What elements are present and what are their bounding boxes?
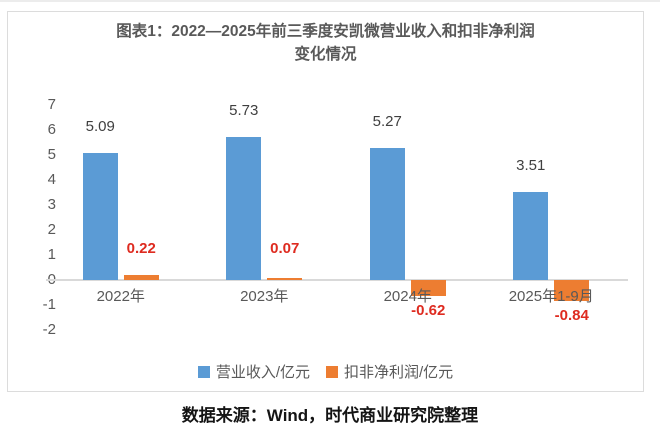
chart-legend: 营业收入/亿元 扣非净利润/亿元	[8, 361, 643, 382]
legend-swatch-icon	[326, 365, 338, 378]
category-label-2022年: 2022年	[96, 288, 145, 305]
legend-item: 营业收入/亿元	[197, 361, 310, 382]
y-axis-tick-label: 5	[47, 146, 56, 163]
page-top-divider	[0, 0, 660, 2]
y-axis-tick-label: 4	[47, 171, 56, 188]
legend-label: 扣非净利润/亿元	[344, 364, 454, 381]
revenue-value-label: 5.27	[372, 113, 402, 131]
bar-profit-2025年1-9月	[554, 280, 590, 301]
legend-swatch-icon	[197, 365, 210, 378]
bar-revenue-2023年	[226, 136, 262, 280]
profit-value-label: 0.22	[126, 240, 156, 257]
bar-profit-2022年	[123, 274, 159, 280]
legend-label: 营业收入/亿元	[215, 364, 310, 381]
y-axis-tick-label: 6	[47, 121, 56, 138]
legend-item: 扣非净利润/亿元	[326, 361, 453, 382]
y-axis-tick-label: 2	[47, 221, 56, 238]
revenue-value-label: 3.51	[516, 157, 546, 175]
chart-panel: 图表1：2022—2025年前三季度安凯微营业收入和扣非净利润 变化情况 7 6 5…	[7, 11, 644, 392]
category-label-2023年: 2023年	[240, 288, 289, 305]
profit-value-label: -0.84	[554, 307, 589, 324]
y-axis-tick-label: -1	[42, 296, 56, 313]
zero-axis-line	[46, 279, 628, 281]
y-axis-tick-label: 7	[47, 96, 56, 113]
y-axis-tick-label: -2	[42, 321, 56, 338]
revenue-value-label: 5.73	[229, 101, 259, 119]
profit-value-label: -0.62	[411, 301, 446, 319]
y-axis-tick-label: 3	[47, 196, 56, 213]
bar-profit-2024年	[410, 280, 446, 296]
category-label-2025年1-9月: 2025年1-9月	[508, 288, 594, 305]
bar-chart-plot-area: 76543210-1-25.090.222022年5.730.072023年5.…	[8, 12, 643, 391]
revenue-value-label: 5.09	[85, 117, 115, 135]
category-label-2024年: 2024年	[383, 288, 432, 305]
bar-revenue-2024年	[369, 148, 405, 280]
chart-title: 图表1：2022—2025年前三季度安凯微营业收入和扣非净利润 变化情况	[8, 20, 643, 66]
chart-title-line2: 变化情况	[294, 46, 357, 63]
profit-value-label: 0.07	[270, 240, 300, 257]
y-axis-tick-label: 1	[47, 246, 56, 263]
source-caption: 数据来源：Wind，时代商业研究院整理	[181, 406, 479, 425]
bar-profit-2023年	[267, 278, 303, 280]
chart-title-line1: 图表1：2022—2025年前三季度安凯微营业收入和扣非净利润	[116, 23, 535, 40]
bar-revenue-2022年	[82, 152, 118, 280]
bar-revenue-2025年1-9月	[513, 192, 549, 280]
